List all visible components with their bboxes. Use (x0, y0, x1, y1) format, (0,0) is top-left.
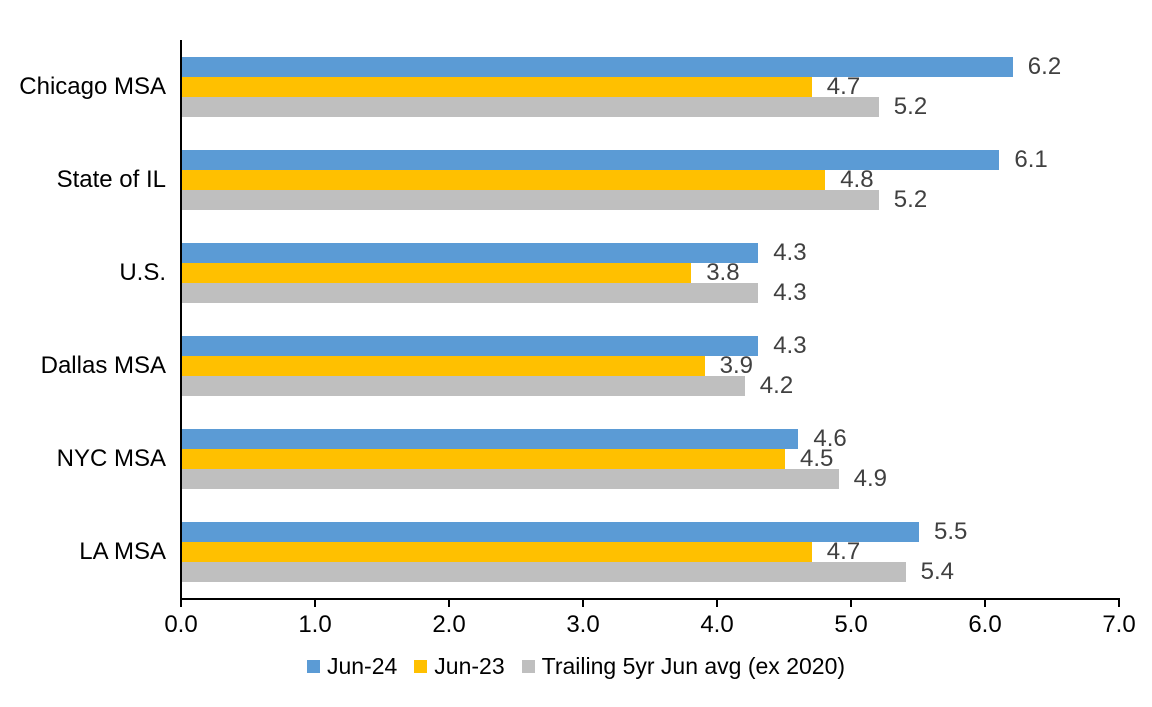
bar-value-label: 4.3 (773, 278, 807, 306)
category-label: U.S. (119, 258, 166, 286)
category-label: NYC MSA (56, 444, 166, 472)
x-axis-tick (716, 598, 718, 607)
legend-label: Jun-24 (326, 652, 398, 679)
bar-value-label: 4.7 (826, 72, 861, 100)
x-axis-tick (984, 598, 986, 607)
legend-label: Trailing 5yr Jun avg (ex 2020) (541, 652, 846, 679)
bar-value-label: 3.9 (719, 351, 753, 379)
legend-item: Jun-23 (414, 652, 505, 680)
bar-value-label: 5.5 (934, 517, 968, 545)
bar-trailing-5yr-jun-avg-ex-2020- (182, 375, 745, 396)
bar-value-label: 5.4 (920, 557, 954, 585)
bar-value-label: 5.2 (893, 92, 928, 120)
legend: Jun-24 Jun-23 Trailing 5yr Jun avg (ex 202… (0, 648, 1152, 684)
legend-label: Jun-23 (434, 652, 505, 679)
bar-value-label: 4.5 (800, 444, 834, 472)
legend-item: Trailing 5yr Jun avg (ex 2020) (521, 652, 846, 680)
x-axis-tick (1118, 598, 1120, 607)
x-axis-tick-label: 2.0 (432, 611, 466, 638)
x-axis-tick (180, 598, 182, 607)
x-axis-tick (314, 598, 316, 607)
bar-jun-24 (182, 56, 1013, 77)
bar-value-label: 6.2 (1027, 52, 1062, 80)
bar-trailing-5yr-jun-avg-ex-2020- (182, 189, 879, 210)
x-axis-tick (448, 598, 450, 607)
bar-jun-24 (182, 149, 1000, 170)
bar-jun-24 (182, 428, 799, 449)
bar-jun-24 (182, 242, 759, 263)
bar-jun-23 (182, 169, 826, 190)
bar-value-label: 4.3 (773, 238, 807, 266)
bar-jun-24 (182, 335, 759, 356)
x-axis-tick-label: 5.0 (834, 611, 868, 638)
legend-swatch-icon (521, 659, 535, 673)
bar-value-label: 4.2 (759, 371, 794, 399)
bar-jun-23 (182, 355, 705, 376)
bar-trailing-5yr-jun-avg-ex-2020- (182, 561, 906, 582)
y-axis-line (180, 40, 182, 600)
bar-value-label: 5.2 (893, 185, 928, 213)
x-axis-tick-label: 0.0 (164, 611, 198, 638)
x-axis-tick-label: 3.0 (566, 611, 600, 638)
bar-value-label: 4.9 (853, 464, 887, 492)
bar-jun-23 (182, 448, 785, 469)
legend-swatch-icon (414, 659, 428, 673)
bar-value-label: 6.1 (1014, 145, 1048, 173)
bar-value-label: 4.7 (826, 537, 861, 565)
bar-jun-23 (182, 541, 812, 562)
category-label: Chicago MSA (19, 72, 166, 100)
bar-jun-24 (182, 521, 919, 542)
bar-jun-23 (182, 262, 692, 283)
bar-value-label: 4.6 (813, 424, 847, 452)
bar-jun-23 (182, 76, 812, 97)
x-axis-tick-label: 6.0 (968, 611, 1002, 638)
legend-item: Jun-24 (306, 652, 398, 680)
x-axis-tick-label: 7.0 (1102, 611, 1136, 638)
category-label: State of IL (56, 165, 166, 193)
x-axis-tick-label: 1.0 (298, 611, 332, 638)
legend-swatch-icon (306, 659, 320, 673)
bar-value-label: 4.3 (773, 331, 807, 359)
bar-value-label: 4.8 (840, 165, 874, 193)
category-label: Dallas MSA (40, 351, 166, 379)
bar-trailing-5yr-jun-avg-ex-2020- (182, 96, 879, 117)
category-label: LA MSA (79, 537, 166, 565)
x-axis-tick-label: 4.0 (700, 611, 734, 638)
bar-trailing-5yr-jun-avg-ex-2020- (182, 468, 839, 489)
bar-value-label: 3.8 (706, 258, 740, 286)
x-axis-tick (582, 598, 584, 607)
x-axis-line (180, 598, 1120, 600)
bar-trailing-5yr-jun-avg-ex-2020- (182, 282, 759, 303)
x-axis-tick (850, 598, 852, 607)
